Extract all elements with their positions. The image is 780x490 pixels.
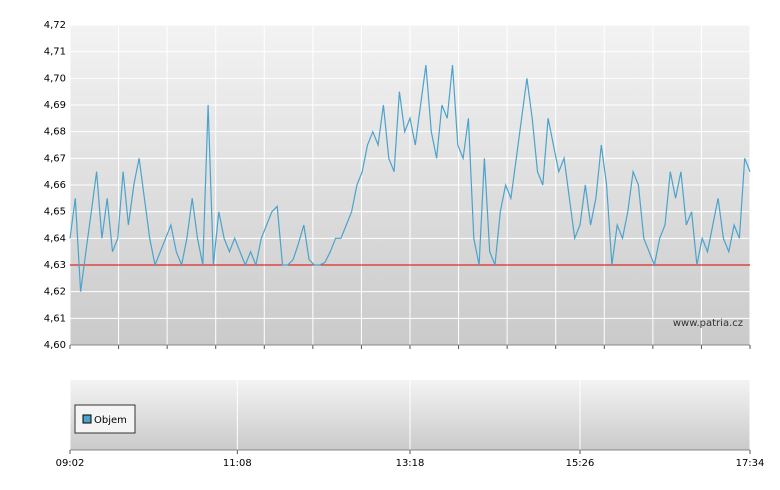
price-line xyxy=(69,64,751,292)
y-tick-label: 4,66 xyxy=(44,180,66,191)
x-tick-label: 11:08 xyxy=(223,458,252,469)
legend-label: Objem xyxy=(94,415,127,426)
x-tick-label: 15:26 xyxy=(566,458,595,469)
y-tick-label: 4,62 xyxy=(44,287,66,298)
y-tick-label: 4,65 xyxy=(44,207,66,218)
grid xyxy=(69,24,751,454)
x-tick-label: 09:02 xyxy=(56,458,85,469)
x-tick-label: 13:18 xyxy=(396,458,425,469)
y-tick-label: 4,72 xyxy=(44,20,66,31)
y-tick-label: 4,61 xyxy=(44,313,66,324)
legend-swatch xyxy=(82,414,92,424)
y-tick-label: 4,67 xyxy=(44,153,66,164)
y-tick-label: 4,60 xyxy=(44,340,66,351)
y-tick-label: 4,70 xyxy=(44,73,66,84)
y-tick-label: 4,71 xyxy=(44,47,66,58)
y-tick-label: 4,63 xyxy=(44,260,66,271)
y-tick-label: 4,68 xyxy=(44,127,66,138)
watermark: www.patria.cz xyxy=(673,318,743,329)
x-tick-label: 17:34 xyxy=(736,458,765,469)
y-tick-label: 4,64 xyxy=(44,233,66,244)
marks xyxy=(69,64,751,292)
y-tick-label: 4,69 xyxy=(44,100,66,111)
